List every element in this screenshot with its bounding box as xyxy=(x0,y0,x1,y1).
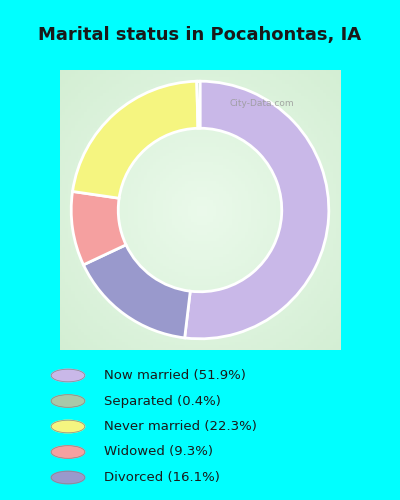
Wedge shape xyxy=(185,81,329,339)
Wedge shape xyxy=(197,81,200,128)
Circle shape xyxy=(51,471,85,484)
Text: Separated (0.4%): Separated (0.4%) xyxy=(104,394,221,407)
Wedge shape xyxy=(84,245,190,338)
Circle shape xyxy=(51,446,85,458)
Circle shape xyxy=(51,420,85,433)
Text: Now married (51.9%): Now married (51.9%) xyxy=(104,369,246,382)
Text: Divorced (16.1%): Divorced (16.1%) xyxy=(104,471,220,484)
Text: City-Data.com: City-Data.com xyxy=(229,99,294,108)
Text: Never married (22.3%): Never married (22.3%) xyxy=(104,420,257,433)
Wedge shape xyxy=(71,192,126,265)
Text: Widowed (9.3%): Widowed (9.3%) xyxy=(104,446,213,458)
Circle shape xyxy=(51,369,85,382)
Text: Marital status in Pocahontas, IA: Marital status in Pocahontas, IA xyxy=(38,26,362,44)
Circle shape xyxy=(51,394,85,407)
Wedge shape xyxy=(72,81,198,198)
